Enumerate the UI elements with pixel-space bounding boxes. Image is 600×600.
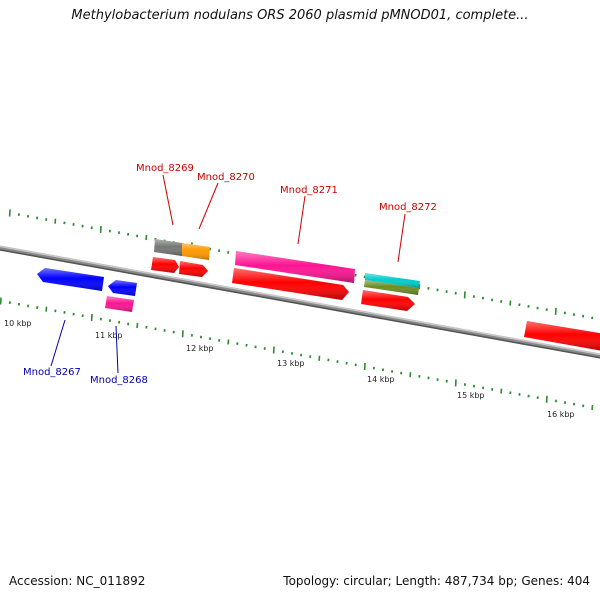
tick-label-10kbp: 10 kbp <box>4 319 32 328</box>
gene-mnod-8270[interactable] <box>182 243 210 260</box>
gene-mnod-8271[interactable] <box>235 251 355 283</box>
inner-tick-ring <box>0 297 594 411</box>
tick-label-16kbp: 16 kbp <box>547 410 575 419</box>
cds-arrow-4[interactable] <box>361 290 415 311</box>
gene-mnod-8272-olive[interactable] <box>364 280 419 295</box>
cds-arrow-2[interactable] <box>179 261 208 277</box>
gene-mnod-8268-blue[interactable] <box>108 280 137 296</box>
leader-mnod-8269 <box>162 174 174 226</box>
label-mnod-8268[interactable]: Mnod_8268 <box>90 375 148 386</box>
tick-label-12kbp: 12 kbp <box>186 344 214 353</box>
label-mnod-8270[interactable]: Mnod_8270 <box>197 172 255 183</box>
tick-label-15kbp: 15 kbp <box>457 391 485 400</box>
gene-mnod-8267[interactable] <box>37 268 104 291</box>
leader-mnod-8267 <box>50 319 66 367</box>
summary-text: Topology: circular; Length: 487,734 bp; … <box>283 574 590 588</box>
tick-label-13kbp: 13 kbp <box>277 359 305 368</box>
map-title: Methylobacterium nodulans ORS 2060 plasm… <box>71 8 529 23</box>
cds-arrow-3[interactable] <box>232 268 349 300</box>
leader-mnod-8268 <box>115 325 119 374</box>
gene-mnod-8272-cyan[interactable] <box>365 273 420 288</box>
label-mnod-8269[interactable]: Mnod_8269 <box>136 163 194 174</box>
accession-text: Accession: NC_011892 <box>9 574 146 588</box>
cds-arrow-1[interactable] <box>151 257 179 273</box>
tick-label-14kbp: 14 kbp <box>367 375 395 384</box>
leader-mnod-8271 <box>297 195 306 245</box>
leader-mnod-8270 <box>198 182 219 230</box>
label-mnod-8271[interactable]: Mnod_8271 <box>280 185 338 196</box>
gene-mnod-8268-pink[interactable] <box>105 296 134 312</box>
label-mnod-8272[interactable]: Mnod_8272 <box>379 202 437 213</box>
label-mnod-8267[interactable]: Mnod_8267 <box>23 367 81 378</box>
tick-label-11kbp: 11 kbp <box>95 331 123 340</box>
cds-arrow-5[interactable] <box>524 321 600 351</box>
gene-mnod-8269[interactable] <box>154 239 182 256</box>
leader-mnod-8272 <box>397 213 406 263</box>
